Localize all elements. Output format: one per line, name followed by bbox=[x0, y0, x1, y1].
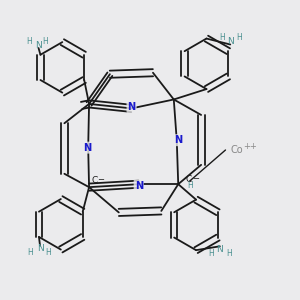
Text: H: H bbox=[219, 33, 225, 42]
Text: H: H bbox=[46, 248, 51, 257]
Text: N: N bbox=[174, 135, 182, 145]
Text: N: N bbox=[128, 102, 136, 112]
Text: N: N bbox=[128, 102, 136, 112]
Text: H: H bbox=[187, 181, 193, 190]
Text: C: C bbox=[91, 176, 98, 185]
Text: N: N bbox=[82, 142, 91, 153]
Text: ++: ++ bbox=[243, 142, 257, 151]
Text: H: H bbox=[27, 248, 33, 257]
Text: N: N bbox=[227, 37, 234, 46]
Text: ++: ++ bbox=[243, 142, 257, 151]
Text: N: N bbox=[35, 40, 42, 50]
Text: N: N bbox=[174, 135, 182, 145]
Text: −: − bbox=[98, 175, 104, 184]
Text: N: N bbox=[135, 181, 143, 191]
Text: H: H bbox=[26, 37, 32, 46]
Text: C: C bbox=[185, 175, 192, 184]
Text: N: N bbox=[37, 244, 44, 253]
Text: H: H bbox=[43, 37, 48, 46]
Text: N: N bbox=[135, 181, 143, 191]
Text: −: − bbox=[192, 174, 199, 183]
Text: Co: Co bbox=[230, 145, 243, 155]
Text: H: H bbox=[236, 33, 242, 42]
Text: N: N bbox=[217, 245, 223, 254]
Text: H: H bbox=[226, 249, 232, 258]
Text: N: N bbox=[82, 142, 91, 153]
Text: Co: Co bbox=[230, 145, 243, 155]
Text: H: H bbox=[208, 249, 214, 258]
